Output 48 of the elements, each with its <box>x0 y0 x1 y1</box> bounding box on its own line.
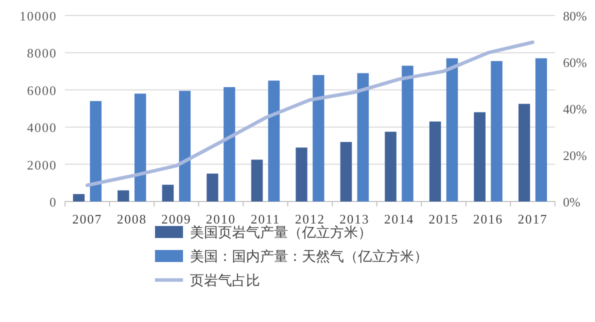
y2-tick-label: 0% <box>563 194 580 210</box>
bar <box>268 80 280 202</box>
bar <box>296 148 308 202</box>
bar <box>251 160 263 202</box>
y2-tick-label: 60% <box>563 55 587 70</box>
bar <box>73 194 85 202</box>
y-tick-label: 8000 <box>27 46 57 61</box>
x-tick-label: 2010 <box>206 212 236 226</box>
x-tick-label: 2007 <box>72 212 102 226</box>
y-tick-label: 4000 <box>27 120 57 136</box>
x-tick-label: 2012 <box>295 212 325 226</box>
bar <box>134 94 146 202</box>
bar <box>535 58 547 202</box>
bar <box>446 58 458 202</box>
bar <box>179 90 191 202</box>
bar <box>402 66 414 202</box>
y-tick-label: 0 <box>50 194 57 210</box>
x-tick-label: 2016 <box>473 212 504 226</box>
bar <box>206 174 218 202</box>
x-tick-label: 2017 <box>518 212 548 226</box>
y-tick-label: 10000 <box>20 8 57 24</box>
y-tick-label: 6000 <box>27 82 57 98</box>
bar <box>490 61 502 202</box>
y2-tick-label: 40% <box>563 102 587 116</box>
bar <box>340 142 352 202</box>
legend-label: 页岩气占比 <box>190 273 260 289</box>
legend-label: 美国：国内产量：天然气（亿立方米） <box>190 249 428 265</box>
x-tick-label: 2011 <box>250 212 280 226</box>
bar <box>474 112 486 202</box>
x-tick-label: 2014 <box>384 212 414 226</box>
bar <box>357 73 369 202</box>
bar <box>162 184 174 202</box>
bar <box>384 132 396 202</box>
line-series <box>86 40 534 187</box>
y2-tick-label: 20% <box>563 148 587 163</box>
bar <box>429 122 441 202</box>
bar <box>518 104 530 202</box>
legend-label: 美国页岩气产量（亿立方米） <box>190 225 372 241</box>
bar <box>224 87 236 202</box>
y-tick-label: 2000 <box>27 157 57 172</box>
x-tick-label: 2013 <box>340 212 370 226</box>
y2-tick-label: 80% <box>563 8 587 24</box>
x-tick-label: 2008 <box>116 212 147 226</box>
bar <box>90 101 102 202</box>
bar <box>118 190 130 202</box>
x-tick-label: 2015 <box>428 212 459 226</box>
bar <box>312 75 324 202</box>
x-tick-label: 2009 <box>161 212 192 226</box>
